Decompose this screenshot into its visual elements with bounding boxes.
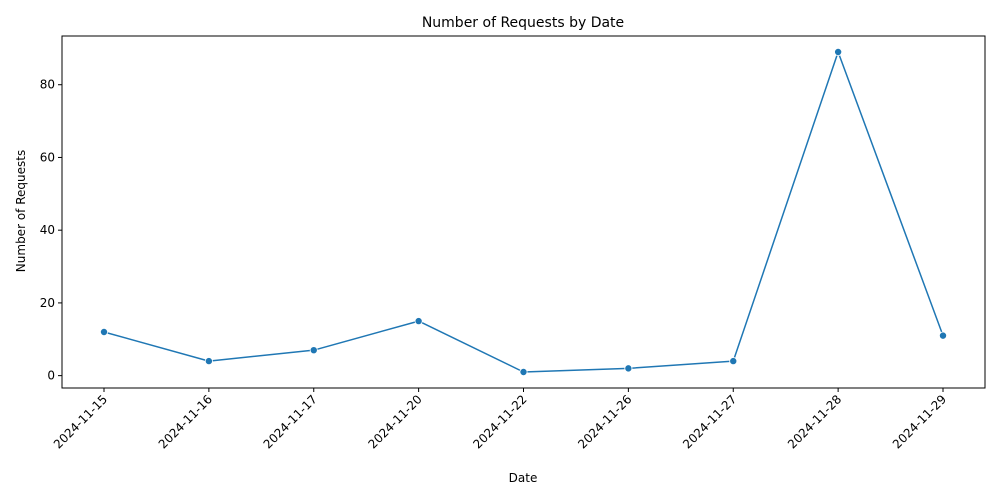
- data-point: [100, 327, 109, 336]
- data-point: [519, 367, 528, 376]
- x-tick-label: 2024-11-29: [890, 392, 949, 451]
- y-tick-label: 60: [40, 150, 55, 164]
- y-tick-label: 20: [40, 296, 55, 310]
- data-point: [729, 357, 738, 366]
- x-tick-label: 2024-11-27: [680, 392, 739, 451]
- y-axis-label: Number of Requests: [14, 150, 28, 272]
- x-tick-label: 2024-11-28: [785, 392, 844, 451]
- x-tick-label: 2024-11-17: [261, 392, 320, 451]
- chart-title: Number of Requests by Date: [422, 15, 624, 31]
- x-tick-label: 2024-11-20: [366, 392, 425, 451]
- series-group: [100, 48, 948, 376]
- plot-frame: [61, 35, 986, 389]
- data-point: [414, 317, 423, 326]
- data-point: [624, 364, 633, 373]
- y-tick-label: 40: [40, 223, 55, 237]
- y-axis-ticks: 0 20 40 60 80: [40, 78, 62, 383]
- x-tick-label: 2024-11-16: [156, 392, 215, 451]
- x-tick-label: 2024-11-15: [51, 392, 110, 451]
- x-axis-label: Date: [509, 471, 538, 485]
- x-tick-label: 2024-11-26: [575, 392, 634, 451]
- series-line: [103, 51, 944, 373]
- y-tick-label: 80: [40, 78, 55, 92]
- data-point: [204, 357, 213, 366]
- data-point: [939, 331, 948, 340]
- x-tick-label: 2024-11-22: [470, 392, 529, 451]
- data-point: [309, 346, 318, 355]
- data-point: [834, 48, 843, 57]
- x-axis-ticks: 2024-11-15 2024-11-16 2024-11-17 2024-11-20…: [51, 388, 949, 451]
- y-tick-label: 0: [47, 369, 55, 383]
